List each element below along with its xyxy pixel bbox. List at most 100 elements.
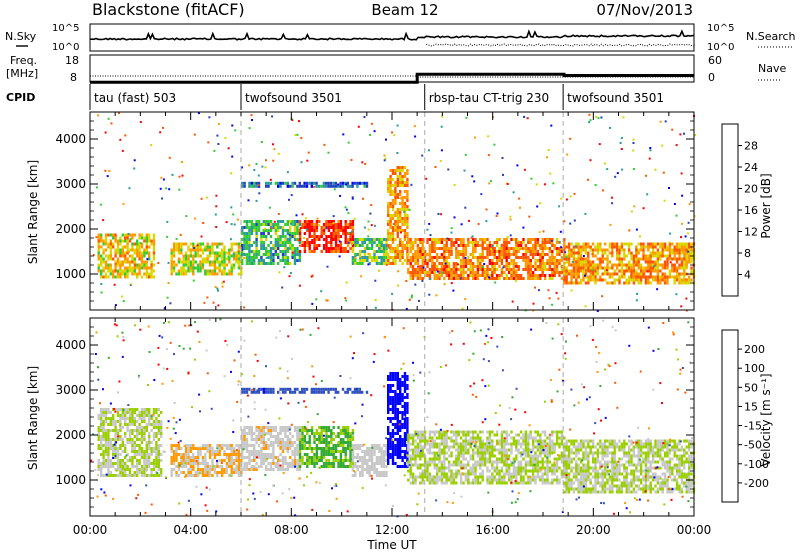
echo-cell — [284, 468, 287, 471]
echo-cell — [358, 465, 362, 468]
echo-cell — [139, 242, 142, 245]
echo-cell — [157, 262, 160, 264]
echo-cell — [301, 226, 304, 229]
echo-cell — [208, 269, 212, 273]
echo-cell — [639, 266, 643, 270]
echo-cell — [322, 438, 326, 441]
echo-cell — [100, 414, 103, 417]
echo-cell — [495, 274, 499, 277]
echo-cell — [342, 450, 345, 453]
echo-cell — [632, 260, 636, 264]
echo-cell — [462, 247, 465, 250]
echo-cell — [399, 241, 402, 244]
echo-cell — [515, 244, 518, 247]
echo-cell — [389, 384, 392, 387]
echo-cell — [389, 223, 392, 226]
echo-cell — [342, 133, 345, 136]
echo-cell — [455, 256, 458, 259]
echo-cell — [587, 263, 590, 267]
echo-cell — [378, 459, 381, 462]
echo-cell — [272, 435, 275, 438]
echo-cell — [255, 235, 258, 238]
echo-cell — [396, 214, 399, 217]
echo-cell — [531, 250, 535, 253]
echo-cell — [529, 265, 532, 268]
echo-cell — [389, 402, 392, 405]
echo-cell — [435, 430, 439, 434]
echo-cell — [286, 223, 289, 226]
echo-cell — [116, 414, 120, 417]
echo-cell — [685, 279, 688, 282]
echo-cell — [250, 181, 253, 185]
echo-cell — [133, 411, 136, 414]
echo-cell — [327, 459, 331, 462]
echo-cell — [361, 450, 364, 453]
echo-cell — [668, 245, 672, 249]
echo-cell — [389, 438, 392, 441]
echo-cell — [260, 447, 263, 450]
echo-cell — [97, 438, 100, 441]
echo-cell — [594, 254, 597, 258]
echo-cell — [396, 220, 399, 223]
echo-cell — [358, 253, 362, 256]
echo-cell — [515, 277, 518, 280]
echo-cell — [503, 250, 506, 253]
echo-cell — [567, 242, 571, 246]
echo-cell — [253, 223, 256, 226]
echo-cell — [133, 257, 136, 261]
echo-cell — [255, 450, 258, 453]
echo-cell — [119, 423, 122, 426]
echo-cell — [152, 263, 156, 267]
echo-cell — [391, 292, 394, 295]
echo-cell — [351, 262, 355, 265]
echo-cell — [303, 223, 307, 226]
echo-cell — [332, 235, 335, 238]
echo-cell — [196, 459, 200, 462]
echo-cell — [414, 475, 417, 479]
echo-cell — [491, 244, 494, 247]
echo-cell — [346, 438, 350, 441]
echo-cell — [269, 432, 273, 435]
echo-cell — [344, 223, 347, 226]
echo-cell — [459, 250, 463, 253]
echo-cell — [250, 220, 253, 223]
echo-cell — [330, 250, 333, 253]
echo-cell — [121, 260, 124, 264]
echo-cell — [133, 420, 136, 423]
echo-cell — [334, 238, 338, 241]
echo-cell — [690, 248, 693, 252]
echo-cell — [157, 429, 160, 432]
echo-cell — [277, 432, 280, 435]
echo-cell — [140, 408, 144, 411]
echo-cell — [378, 269, 381, 272]
echo-cell — [690, 242, 693, 246]
echo-cell — [339, 244, 343, 247]
echo-cell — [630, 242, 633, 246]
echo-cell — [467, 277, 470, 280]
echo-cell — [428, 430, 432, 434]
echo-cell — [396, 399, 399, 402]
echo-cell — [320, 456, 323, 459]
echo-cell — [690, 251, 693, 255]
echo-cell — [104, 447, 108, 450]
echo-cell — [320, 447, 323, 450]
echo-cell — [119, 269, 122, 273]
echo-cell — [462, 274, 465, 277]
echo-cell — [414, 274, 417, 277]
echo-cell — [172, 260, 176, 264]
echo-cell — [230, 245, 233, 249]
echo-cell — [230, 242, 233, 246]
echo-cell — [358, 447, 362, 450]
echo-cell — [512, 250, 516, 253]
echo-cell — [131, 441, 134, 444]
echo-cell — [443, 472, 446, 476]
echo-cell — [119, 462, 122, 465]
echo-cell — [222, 280, 225, 283]
echo-cell — [414, 268, 417, 271]
echo-cell — [541, 241, 544, 244]
echo-cell — [298, 253, 301, 256]
echo-cell — [407, 445, 410, 449]
echo-cell — [539, 202, 542, 205]
echo-cell — [401, 241, 404, 244]
echo-cell — [431, 439, 434, 443]
